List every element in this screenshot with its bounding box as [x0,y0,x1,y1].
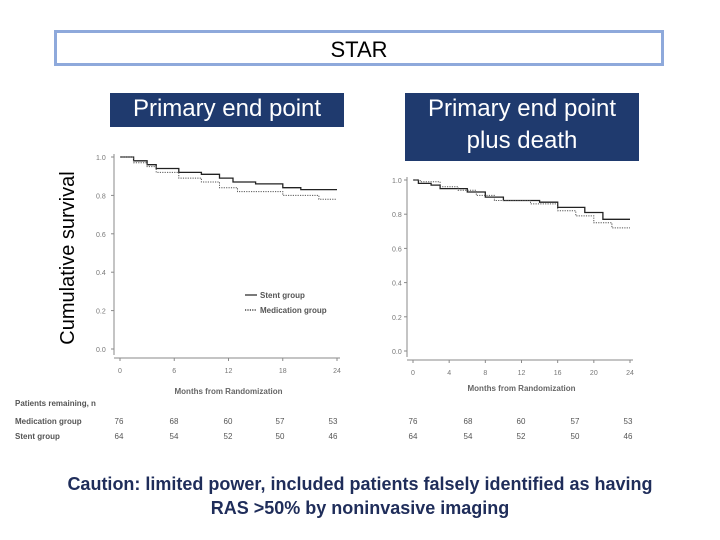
right-panel-heading: Primary end point plus death [405,93,639,161]
chart2-risk-value: 68 [464,417,473,426]
chart2-series-medication-group [413,179,630,229]
chart1-x-tick-label: 24 [333,368,341,375]
chart2-x-tick-label: 16 [554,370,562,377]
chart2-x-tick-label: 24 [626,370,634,377]
chart2-x-tick-label: 20 [590,370,598,377]
chart2-risk-value: 46 [624,432,633,441]
chart1-legend-label: Medication group [260,306,327,315]
left-panel-heading: Primary end point [110,93,344,127]
chart2-x-tick-label: 8 [483,370,487,377]
chart1-x-tick-label: 0 [118,368,122,375]
chart1-y-tick-label: 0.0 [96,347,106,354]
chart2-y-tick-label: 0.8 [392,212,402,219]
chart1-risk-value: 53 [329,417,338,426]
chart1-risk-row-label: Stent group [15,432,60,441]
chart1-risk-table-header: Patients remaining, n [15,399,96,408]
chart1-risk-value: 46 [329,432,338,441]
chart1-risk-value: 64 [115,432,124,441]
chart1-risk-value: 57 [276,417,285,426]
chart2-y-tick-label: 0.0 [392,349,402,356]
caption-line-1: Caution: limited power, included patient… [67,474,653,494]
chart1-risk-value: 68 [170,417,179,426]
chart1-y-tick-label: 0.6 [96,232,106,239]
chart1-x-tick-label: 6 [172,368,176,375]
chart1-y-tick-label: 0.2 [96,309,106,316]
chart1-risk-value: 52 [224,432,233,441]
chart2-risk-value: 60 [517,417,526,426]
chart2-risk-value: 64 [409,432,418,441]
chart2-y-tick-label: 0.2 [392,315,402,322]
chart1-series-stent-group [120,156,337,191]
chart1-x-tick-label: 18 [279,368,287,375]
chart1-legend-label: Stent group [260,291,305,300]
chart1-risk-value: 60 [224,417,233,426]
chart1-risk-value: 76 [115,417,124,426]
chart1-y-tick-label: 0.8 [96,193,106,200]
slide-title: STAR [330,37,388,62]
chart2-x-tick-label: 4 [447,370,451,377]
chart2-risk-value: 54 [464,432,473,441]
chart2-risk-value: 57 [571,417,580,426]
chart2-y-tick-label: 0.4 [392,281,402,288]
chart2-risk-value: 50 [571,432,580,441]
chart2-risk-value: 52 [517,432,526,441]
chart1-y-tick-label: 0.4 [96,270,106,277]
chart2-risk-value: 53 [624,417,633,426]
chart1-risk-row-label: Medication group [15,417,82,426]
chart2-risk-value: 76 [409,417,418,426]
chart2-y-tick-label: 1.0 [392,178,402,185]
caption-line-2: RAS >50% by noninvasive imaging [210,498,510,518]
chart2-x-tick-label: 12 [518,370,526,377]
chart2-y-tick-label: 0.6 [392,246,402,253]
chart2-x-tick-label: 0 [411,370,415,377]
chart1-risk-value: 54 [170,432,179,441]
chart1-x-axis-title: Months from Randomization [175,387,283,396]
chart1-risk-value: 50 [276,432,285,441]
title-box: STAR [54,30,664,66]
chart1-x-tick-label: 12 [225,368,233,375]
chart2-series-stent-group [413,179,630,220]
chart2-x-axis-title: Months from Randomization [468,384,576,393]
chart1-y-tick-label: 1.0 [96,155,106,162]
